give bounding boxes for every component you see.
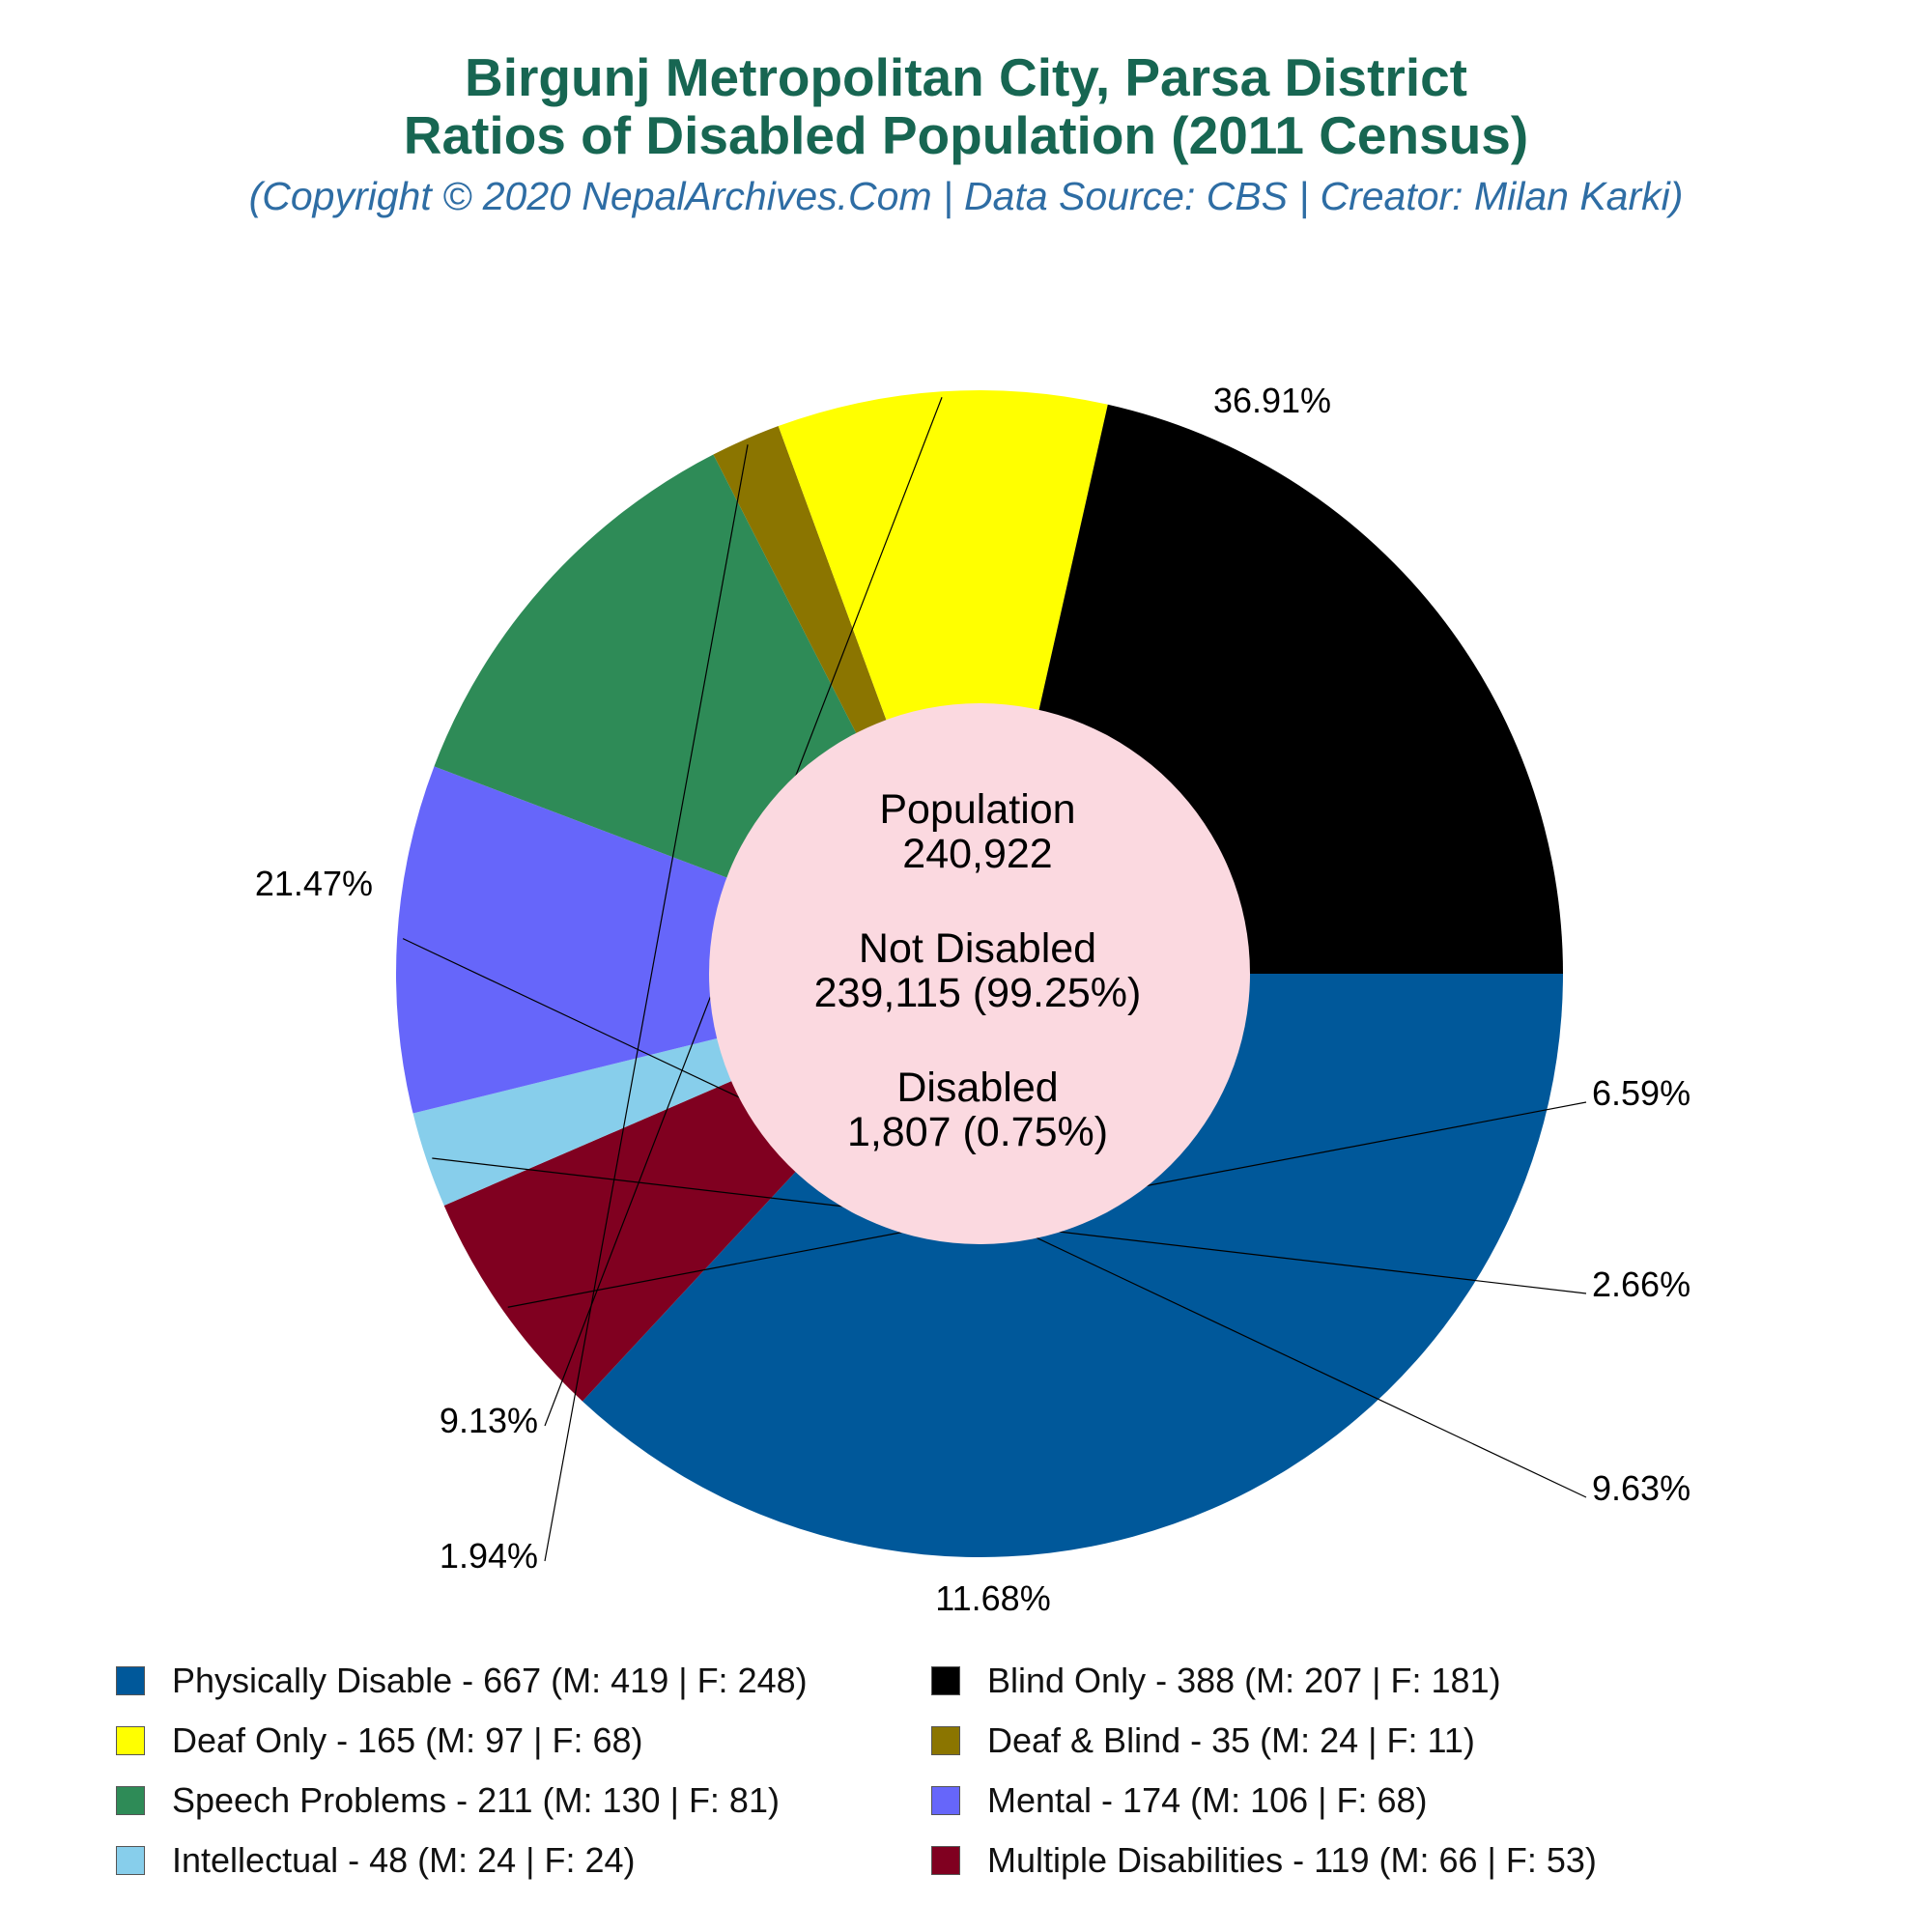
leader-line (544, 444, 749, 1562)
legend-item: Mental - 174 (M: 106 | F: 68) (931, 1779, 1428, 1822)
percent-label: 36.91% (1213, 381, 1331, 420)
legend-label: Speech Problems - 211 (M: 130 | F: 81) (172, 1780, 780, 1820)
center-population-value: 240,922 (902, 831, 1052, 877)
slice-mental (395, 766, 980, 1114)
percent-label: 2.66% (1592, 1264, 1690, 1304)
slice-physically-disable (582, 974, 1563, 1557)
legend-swatch (931, 1666, 960, 1695)
legend-swatch (931, 1786, 960, 1815)
legend-label: Physically Disable - 667 (M: 419 | F: 24… (172, 1661, 808, 1700)
legend-label: Deaf Only - 165 (M: 97 | F: 68) (172, 1720, 643, 1760)
legend-swatch (116, 1846, 145, 1875)
legend-item: Deaf & Blind - 35 (M: 24 | F: 11) (931, 1719, 1475, 1762)
percent-label-group: 36.91% 6.59% 2.66% 9.63% 11.68% 1.94% 9.13% 21.… (255, 381, 1690, 1618)
legend-label: Deaf & Blind - 35 (M: 24 | F: 11) (987, 1720, 1475, 1760)
legend-swatch (116, 1666, 145, 1695)
legend-item: Blind Only - 388 (M: 207 | F: 181) (931, 1660, 1501, 1702)
percent-label: 6.59% (1592, 1073, 1690, 1113)
legend-swatch (116, 1726, 145, 1755)
center-disabled-label: Disabled (896, 1065, 1058, 1111)
legend-swatch (931, 1726, 960, 1755)
percent-label: 9.13% (440, 1401, 538, 1440)
slice-deaf-only (778, 390, 1108, 974)
legend-swatch (931, 1846, 960, 1875)
legend-item: Deaf Only - 165 (M: 97 | F: 68) (116, 1719, 643, 1762)
chart-title-line-2: Ratios of Disabled Population (2011 Cens… (403, 105, 1529, 165)
percent-label: 21.47% (255, 864, 373, 903)
legend-item: Multiple Disabilities - 119 (M: 66 | F: … (931, 1839, 1597, 1882)
legend-label: Multiple Disabilities - 119 (M: 66 | F: … (987, 1840, 1597, 1880)
legend-label: Blind Only - 388 (M: 207 | F: 181) (987, 1661, 1501, 1700)
legend-swatch (116, 1786, 145, 1815)
chart-title-line-1: Birgunj Metropolitan City, Parsa Distric… (464, 47, 1468, 107)
legend-item: Intellectual - 48 (M: 24 | F: 24) (116, 1839, 636, 1882)
center-population-label: Population (879, 786, 1075, 833)
chart-subtitle: (Copyright © 2020 NepalArchives.Com | Da… (248, 174, 1684, 218)
percent-label: 11.68% (935, 1578, 1050, 1618)
center-circle (709, 703, 1250, 1244)
legend-item: Speech Problems - 211 (M: 130 | F: 81) (116, 1779, 780, 1822)
center-disabled-value: 1,807 (0.75%) (847, 1109, 1108, 1155)
center-not-disabled-value: 239,115 (99.25%) (814, 970, 1142, 1016)
center-not-disabled-label: Not Disabled (859, 925, 1096, 972)
percent-label: 9.63% (1592, 1468, 1690, 1508)
legend-label: Mental - 174 (M: 106 | F: 68) (987, 1780, 1428, 1820)
percent-label: 1.94% (440, 1536, 538, 1576)
legend-item: Physically Disable - 667 (M: 419 | F: 24… (116, 1660, 808, 1702)
legend-label: Intellectual - 48 (M: 24 | F: 24) (172, 1840, 636, 1880)
